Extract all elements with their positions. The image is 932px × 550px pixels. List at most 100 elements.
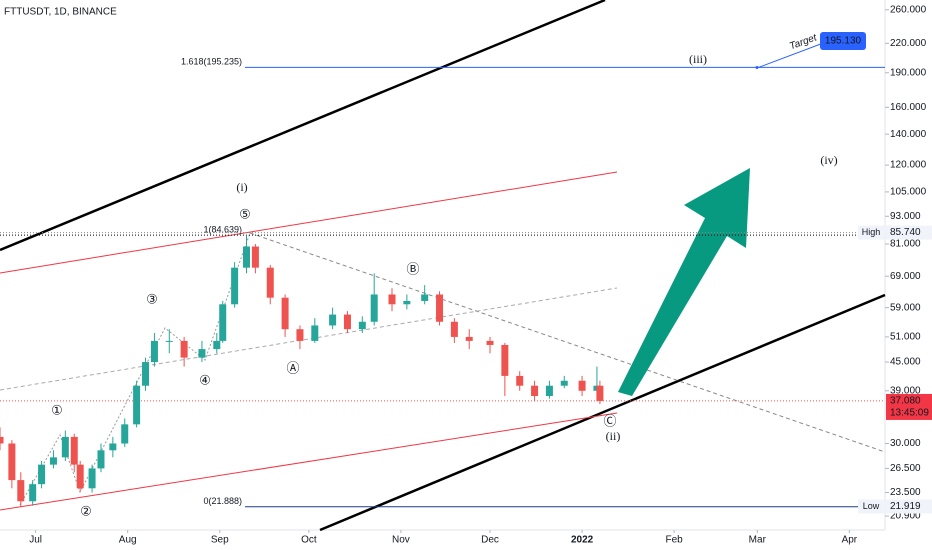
y-tick-label: 69.000	[890, 271, 921, 282]
candle-body	[450, 321, 458, 337]
x-tick-label: Sep	[211, 535, 229, 546]
arrow	[618, 168, 750, 396]
candle-body	[545, 385, 553, 397]
candle-body	[311, 325, 319, 341]
candle-body	[281, 297, 289, 330]
marker-name: High	[862, 227, 881, 237]
y-tick-label: 93.000	[890, 211, 921, 222]
candle-body	[358, 321, 366, 330]
channel-line	[0, 0, 606, 252]
x-tick-label: Mar	[749, 535, 767, 546]
wave-label: (iv)	[820, 153, 837, 167]
candle-body	[61, 436, 69, 458]
wave-path	[19, 232, 251, 506]
y-tick-label: 260.000	[890, 4, 927, 15]
price-box	[886, 393, 932, 420]
fib-label: 1.618(195.235)	[181, 57, 242, 67]
marker-name: Low	[863, 501, 880, 511]
y-tick-label: 140.000	[890, 129, 927, 140]
candle-body	[213, 340, 221, 350]
target-value: 195.130	[825, 36, 862, 47]
candle-body	[403, 300, 411, 305]
target-line	[756, 41, 827, 69]
x-tick-label: Feb	[666, 535, 684, 546]
y-tick-label: 220.000	[890, 38, 927, 49]
candle-body	[76, 464, 84, 489]
candle-body	[486, 340, 494, 345]
y-tick-label: 23.500	[890, 487, 921, 498]
y-tick-label: 30.000	[890, 438, 921, 449]
candle-body	[596, 385, 604, 401]
channel-line	[0, 412, 618, 511]
fib-label: 1(84.639)	[203, 225, 242, 235]
marker-tag	[858, 499, 885, 514]
correction-label: Ⓐ	[286, 360, 299, 375]
wave-label: (i)	[236, 180, 247, 194]
y-tick-label: 20.900	[890, 511, 921, 522]
impulse-label: ①	[51, 402, 63, 417]
candle-body	[180, 340, 188, 358]
impulse-label: ⑤	[239, 206, 251, 221]
y-tick-label: 45.000	[890, 357, 921, 368]
correction-label: Ⓒ	[603, 413, 616, 428]
correction-label: Ⓑ	[406, 261, 419, 276]
impulse-label: ②	[80, 503, 92, 518]
x-tick-label: Nov	[392, 535, 410, 546]
x-tick-label: Aug	[119, 535, 137, 546]
y-tick-label: 105.000	[890, 187, 927, 198]
price-label: 37.080	[890, 396, 921, 407]
candle-body	[531, 385, 539, 397]
y-tick-label: 190.000	[890, 67, 927, 78]
y-tick-label: 81.000	[890, 239, 921, 250]
candle-body	[165, 340, 173, 342]
candle-body	[49, 457, 57, 465]
candle-body	[133, 385, 141, 425]
candle-body	[142, 362, 150, 386]
y-tick-label: 39.000	[890, 385, 921, 396]
candle-body	[17, 480, 25, 502]
candle-body	[150, 340, 158, 363]
x-tick-label: Apr	[842, 535, 858, 546]
candle-body	[465, 336, 473, 341]
target-box	[820, 32, 866, 50]
channel-line	[0, 171, 618, 274]
candle-body	[198, 349, 206, 358]
candle-body	[29, 484, 37, 502]
candle-body	[219, 304, 227, 341]
x-tick-label: Jul	[29, 535, 42, 546]
candle-body	[0, 436, 4, 444]
candle-body	[8, 443, 16, 481]
y-tick-label: 160.000	[890, 102, 927, 113]
candle-body	[516, 375, 524, 386]
candle-body	[88, 468, 96, 489]
x-tick-label: Oct	[301, 535, 317, 546]
y-tick-label: 26.500	[890, 463, 921, 474]
candle-body	[436, 294, 444, 322]
marker-value: 85.740	[890, 227, 921, 238]
wave-label: (ii)	[606, 429, 621, 443]
candle-body	[242, 246, 250, 268]
candle-body	[560, 380, 568, 386]
marker-tag	[858, 225, 885, 240]
candle-body	[266, 267, 274, 298]
trend-line	[0, 287, 618, 391]
marker-value: 21.919	[890, 501, 921, 512]
candle-body	[370, 294, 378, 322]
candle-body	[501, 344, 509, 376]
wave-label: (iii)	[689, 52, 707, 66]
candle-body	[329, 314, 337, 326]
y-tick-label: 120.000	[890, 160, 927, 171]
candle-body	[388, 294, 396, 305]
candle-body	[70, 436, 78, 465]
candle-body	[251, 246, 259, 268]
channel-line	[319, 293, 886, 532]
fib-label: 0(21.888)	[203, 496, 242, 506]
candle-body	[343, 314, 351, 330]
candle-body	[121, 424, 129, 444]
impulse-label: ④	[199, 372, 211, 387]
candle-body	[38, 464, 46, 485]
candle-body	[296, 329, 304, 341]
candle-body	[97, 450, 105, 469]
